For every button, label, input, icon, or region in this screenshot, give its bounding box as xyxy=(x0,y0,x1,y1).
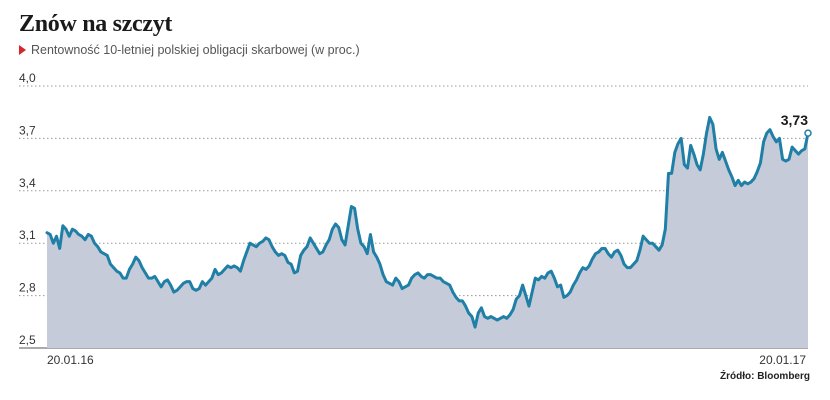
end-point-marker xyxy=(804,129,812,137)
y-tick-label: 2,8 xyxy=(19,281,36,295)
y-tick-label: 3,4 xyxy=(19,176,36,190)
chart-title: Znów na szczyt xyxy=(19,11,173,37)
x-start-label: 20.01.16 xyxy=(47,353,94,367)
y-tick-label: 2,5 xyxy=(19,333,36,347)
chart-subtitle: Rentowność 10-letniej polskiej obligacji… xyxy=(19,43,360,57)
yield-line xyxy=(45,115,810,329)
subtitle-marker-icon xyxy=(19,45,26,55)
y-tick-label: 3,1 xyxy=(19,228,36,242)
source-note: Źródło: Bloomberg xyxy=(720,371,810,382)
chart-subtitle-text: Rentowność 10-letniej polskiej obligacji… xyxy=(31,43,360,57)
yield-area xyxy=(47,117,808,348)
y-tick-label: 3,7 xyxy=(19,123,36,137)
end-value-label: 3,73 xyxy=(781,112,808,128)
y-tick-labels: 2,5 2,8 3,1 3,4 3,7 4,0 xyxy=(19,71,36,347)
y-tick-label: 4,0 xyxy=(19,71,36,85)
x-end-label: 20.01.17 xyxy=(759,353,806,367)
